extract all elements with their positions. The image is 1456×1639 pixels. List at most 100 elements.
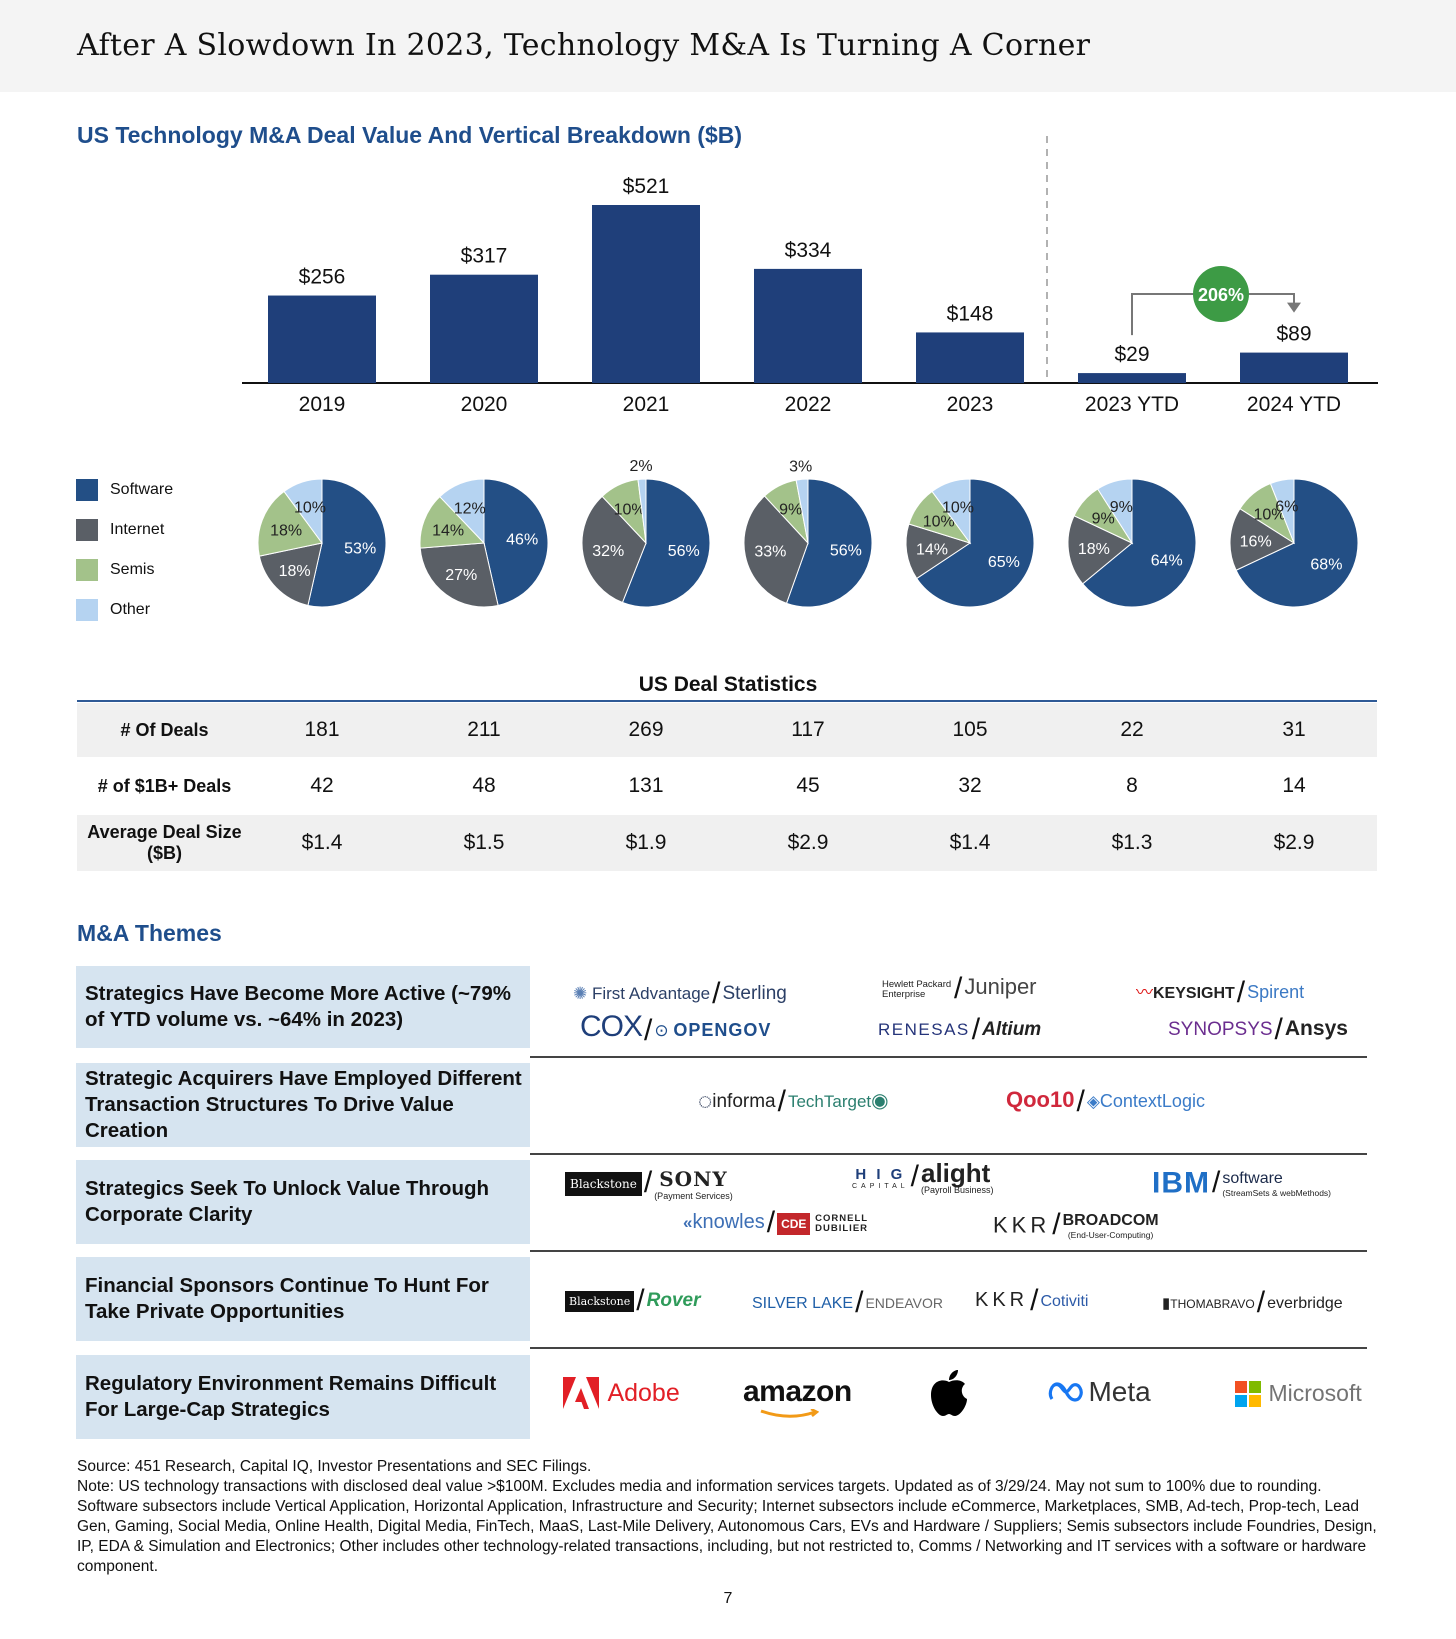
- pie-slice-label: 6%: [1275, 498, 1298, 515]
- slash: /: [712, 977, 721, 1010]
- bar: [592, 205, 700, 383]
- pie-slice: [1235, 478, 1359, 608]
- stats-cell: 48: [472, 774, 496, 797]
- pie-slice: [419, 542, 499, 608]
- pie-slice: [916, 478, 1035, 608]
- logo-pair-kkr-broadcom: KKR/BROADCOM (End-User-Computing): [993, 1208, 1159, 1242]
- x-tick-label: 2024 YTD: [1247, 393, 1341, 416]
- theme-text: Financial Sponsors Continue To Hunt For …: [85, 1274, 489, 1323]
- pie-slice: [1269, 478, 1295, 544]
- techtarget-logo: TechTarget: [787, 1092, 872, 1111]
- knowles-logo: knowles: [692, 1211, 765, 1233]
- footnote-note: Note: US technology transactions with di…: [77, 1478, 1377, 1575]
- stats-cell: $2.9: [787, 831, 829, 854]
- legend-label: Software: [110, 481, 174, 498]
- legend-item-other: Other: [76, 590, 173, 630]
- bar: [1078, 373, 1186, 383]
- cde-logo: CDE: [777, 1212, 811, 1235]
- footnote-source: Source: 451 Research, Capital IQ, Invest…: [77, 1458, 592, 1475]
- pie-slice: [419, 495, 486, 549]
- slash: /: [954, 972, 963, 1005]
- logo-pair-silverlake-endeavor: SILVER LAKE/ENDEAVOR: [752, 1286, 943, 1320]
- stats-row-avg-size: Average Deal Size ($B) $1.4 $1.5 $1.9 $2.9 $…: [77, 815, 1377, 871]
- stats-cell: 211: [467, 718, 501, 741]
- pie-slice-label: 56%: [830, 543, 862, 560]
- slash: /: [1274, 1013, 1283, 1046]
- theme-box-take-private: Financial Sponsors Continue To Hunt For …: [76, 1257, 530, 1341]
- informa-logo: informa: [712, 1091, 776, 1112]
- pie-slice: [785, 478, 873, 608]
- hig-logo: H I G: [855, 1165, 906, 1183]
- alight-sub: (Payroll Business): [921, 1184, 994, 1195]
- broadcom-sub: (End-User-Computing): [1067, 1229, 1154, 1240]
- theme-divider: [530, 1056, 1367, 1058]
- theme-divider: [530, 1153, 1367, 1155]
- slash: /: [910, 1160, 919, 1193]
- stats-row-label: Average Deal Size ($B): [87, 822, 242, 863]
- meta-infinity-icon: [1048, 1382, 1083, 1402]
- logo-pair-blackstone-rover: Blackstone / Rover: [565, 1284, 700, 1318]
- theme-text: Strategics Have Become More Active (~79%…: [85, 982, 511, 1031]
- stats-cell: 131: [628, 774, 664, 797]
- legend-item-semis: Semis: [76, 550, 173, 590]
- hig-logo-block: H I G CAPITAL: [852, 1166, 909, 1190]
- logo-apple: [928, 1368, 970, 1423]
- slash: /: [1212, 1166, 1221, 1199]
- renesas-logo: RENESAS: [878, 1020, 970, 1039]
- cox-logo: COX: [580, 1010, 643, 1043]
- page-number: 7: [723, 1590, 733, 1607]
- alight-logo-block: alight (Payroll Business): [921, 1160, 994, 1195]
- hig-sub: CAPITAL: [852, 1182, 909, 1190]
- microsoft-wordmark: Microsoft: [1268, 1380, 1362, 1406]
- pie-slice-label: 9%: [1092, 511, 1115, 528]
- juniper-logo: Juniper: [964, 974, 1037, 999]
- amazon-smile-icon: [760, 1409, 819, 1418]
- legend-label: Internet: [110, 521, 165, 538]
- slash: /: [1236, 976, 1246, 1009]
- pie-slice-label: 53%: [344, 540, 376, 557]
- hpe-logo: Hewlett Packard Enterprise: [882, 978, 952, 1000]
- first-advantage-icon: ✺: [573, 984, 588, 1003]
- header-band: After A Slowdown In 2023, Technology M&A…: [0, 0, 1456, 92]
- pie-slice: [637, 478, 647, 544]
- rover-logo: Rover: [646, 1290, 701, 1311]
- slash: /: [644, 1014, 653, 1047]
- stats-cell: 105: [952, 718, 988, 741]
- legend-item-software: Software: [76, 470, 173, 510]
- theme-text: Regulatory Environment Remains Difficult…: [85, 1372, 497, 1421]
- first-advantage-logo: First Advantage: [591, 984, 711, 1003]
- stats-cell: $1.9: [625, 831, 667, 854]
- theme-text: Strategic Acquirers Have Employed Differ…: [85, 1067, 522, 1142]
- pie-slice-label: 10%: [614, 501, 646, 518]
- legend-label: Other: [110, 601, 151, 618]
- thoma-bravo-icon: ▮: [1162, 1295, 1171, 1312]
- bar: [1240, 352, 1348, 383]
- stats-cell: 269: [628, 718, 664, 741]
- pie-slice-label: 18%: [1078, 541, 1110, 558]
- blackstone-logo: Blackstone: [565, 1291, 635, 1313]
- broadcom-logo-block: BROADCOM (End-User-Computing): [1063, 1212, 1159, 1240]
- bar-value-label: $256: [299, 266, 346, 289]
- theme-box-transaction-structures: Strategic Acquirers Have Employed Differ…: [76, 1063, 530, 1147]
- stats-title: US Deal Statistics: [638, 673, 818, 696]
- growth-badge-label: 206%: [1198, 285, 1244, 305]
- pie-slice-label: 33%: [754, 544, 786, 561]
- amazon-wordmark: amazon: [743, 1375, 852, 1408]
- logo-pair-hpe-juniper: Hewlett Packard Enterprise/Juniper: [882, 972, 1037, 1006]
- contextlogic-logo: ContextLogic: [1099, 1091, 1205, 1111]
- bar: [916, 332, 1024, 383]
- adobe-wordmark: Adobe: [607, 1378, 680, 1407]
- pie-legend: Software Internet Semis Other: [76, 470, 173, 630]
- pie-slice: [621, 478, 711, 608]
- theme-divider: [530, 1347, 1367, 1349]
- softwareag-logo: software: [1222, 1169, 1283, 1187]
- adobe-icon: [563, 1377, 599, 1409]
- contextlogic-icon: ◈: [1086, 1092, 1100, 1111]
- spirent-logo: Spirent: [1247, 982, 1305, 1002]
- pie-slice-label: 14%: [432, 522, 464, 539]
- pie-slice-label: 65%: [988, 554, 1020, 571]
- logo-pair-ibm-softwareag: IBM/software (StreamSets & webMethods): [1152, 1166, 1331, 1201]
- x-tick-label: 2019: [299, 393, 346, 416]
- stats-cell: 45: [796, 774, 820, 797]
- pie-slice: [307, 478, 387, 608]
